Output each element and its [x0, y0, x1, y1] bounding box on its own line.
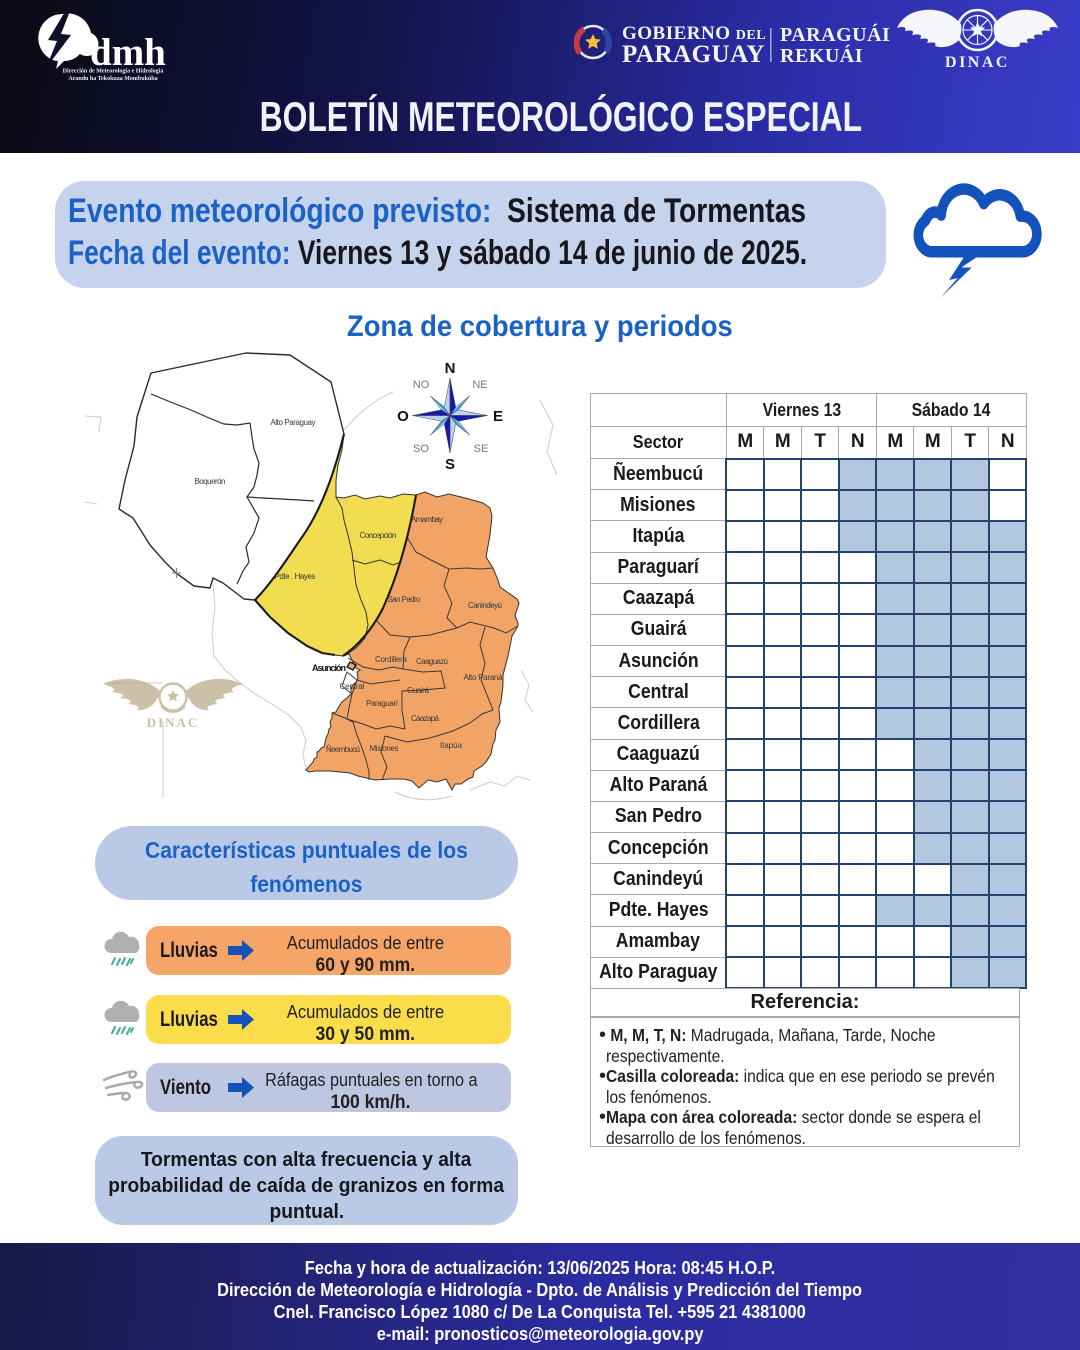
svg-text:S: S — [445, 456, 455, 473]
svg-text:GOBIERNO DEL: GOBIERNO DEL — [622, 23, 766, 44]
svg-text:Ñeembucú: Ñeembucú — [326, 745, 360, 754]
svg-text:E: E — [493, 408, 503, 425]
svg-text:Cordillera: Cordillera — [375, 655, 408, 664]
svg-text:Alto Paraná: Alto Paraná — [464, 673, 504, 682]
svg-text:NE: NE — [472, 379, 487, 391]
svg-text:SE: SE — [474, 443, 489, 455]
svg-text:O: O — [397, 408, 409, 425]
svg-text:dmh: dmh — [90, 31, 166, 74]
svg-text:Caazapá: Caazapá — [411, 714, 440, 723]
svg-text:Guairá: Guairá — [407, 686, 430, 695]
svg-text:Pdte . Hayes: Pdte . Hayes — [275, 572, 316, 581]
svg-text:Paraguarí: Paraguarí — [366, 699, 399, 708]
svg-text:Alto Paraguay: Alto Paraguay — [271, 418, 316, 427]
svg-text:DINAC: DINAC — [945, 54, 1010, 71]
svg-text:Misiones: Misiones — [370, 744, 399, 753]
svg-text:N: N — [445, 360, 456, 377]
svg-text:REKUÁI: REKUÁI — [780, 44, 863, 67]
svg-text:Itapúa: Itapúa — [440, 741, 463, 750]
svg-text:DINAC: DINAC — [147, 715, 200, 730]
svg-text:Caaguazú: Caaguazú — [416, 657, 448, 666]
svg-text:Dirección de Meteorología e Hi: Dirección de Meteorología e Hidrología — [63, 69, 164, 75]
svg-text:Concepción: Concepción — [360, 531, 397, 540]
svg-text:Arandu ha Tekokuaa Mombukúha: Arandu ha Tekokuaa Mombukúha — [68, 76, 157, 82]
svg-text:Boquerón: Boquerón — [195, 477, 226, 486]
svg-text:Canindeyú: Canindeyú — [468, 601, 502, 610]
svg-text:PARAGUÁI: PARAGUÁI — [780, 23, 890, 46]
svg-text:Amambay: Amambay — [411, 515, 443, 524]
svg-text:NO: NO — [413, 379, 430, 391]
svg-text:Asunción: Asunción — [312, 663, 346, 673]
svg-text:San Pedro: San Pedro — [388, 595, 422, 604]
svg-text:PARAGUAY: PARAGUAY — [622, 41, 765, 68]
svg-text:SO: SO — [413, 443, 429, 455]
svg-text:Central: Central — [340, 682, 365, 691]
